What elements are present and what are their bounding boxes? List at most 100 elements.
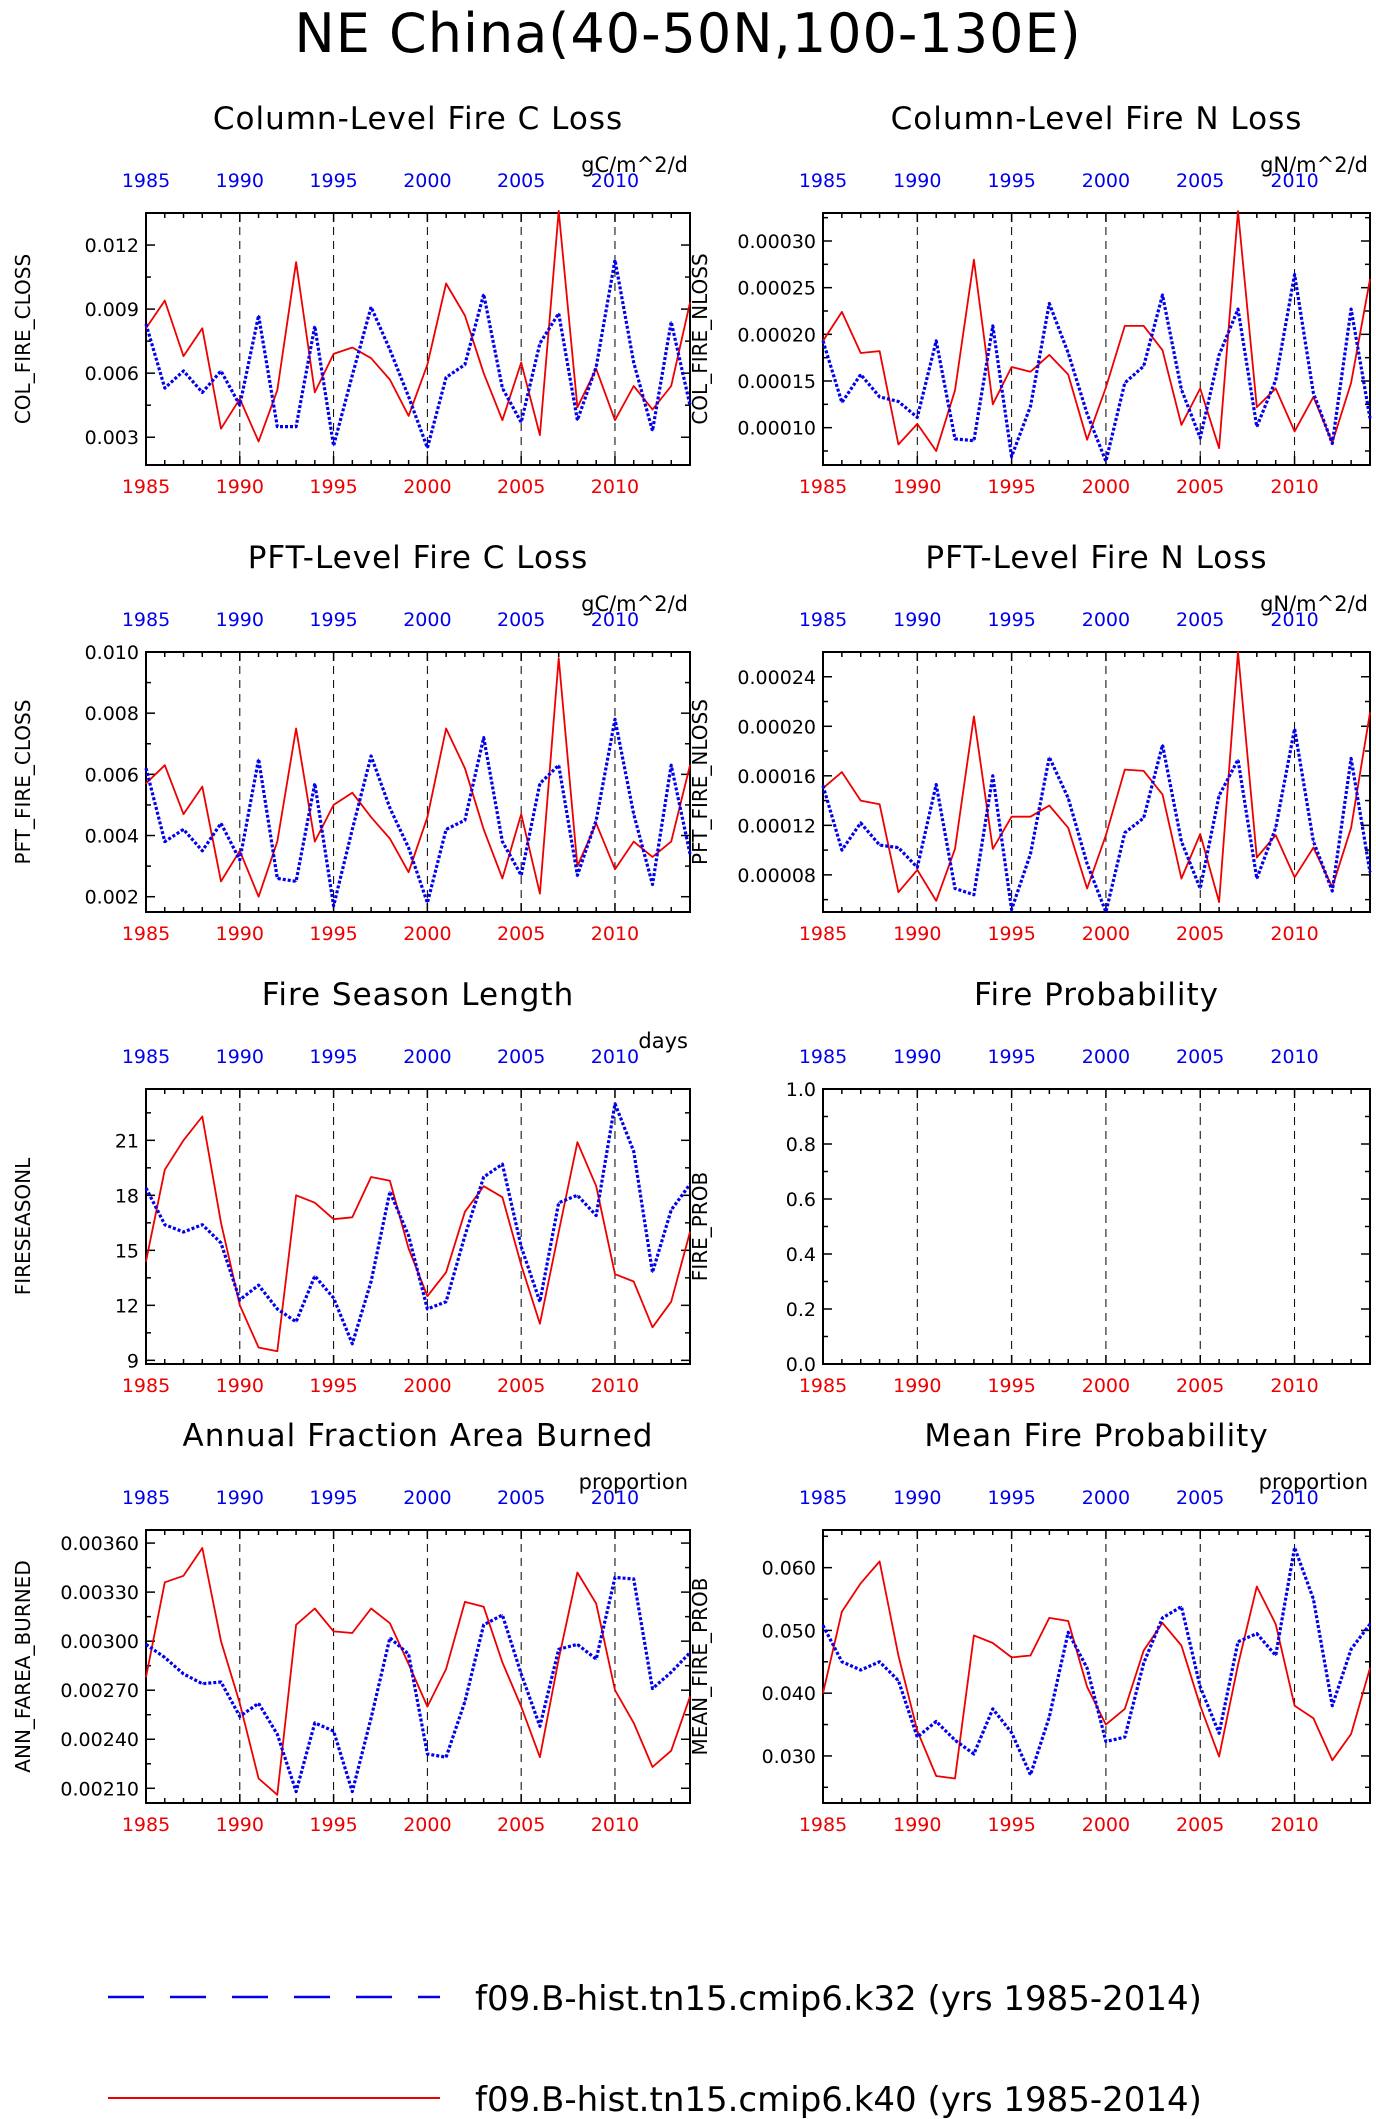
data-point-k32 — [389, 807, 391, 809]
data-point-k32 — [182, 370, 185, 372]
data-point-k32 — [1029, 405, 1032, 407]
data-point-k32 — [633, 1150, 635, 1152]
data-point-k32 — [501, 1163, 503, 1165]
x-tick-label-top: 1985 — [799, 609, 847, 631]
data-point-k40 — [220, 428, 222, 430]
data-point-k40 — [164, 1169, 166, 1171]
plot-frame — [145, 651, 691, 913]
data-point-k40 — [1011, 1656, 1013, 1658]
data-point-k40 — [220, 1222, 222, 1224]
data-point-k32 — [1275, 379, 1277, 381]
data-point-k32 — [539, 1725, 541, 1727]
data-point-k40 — [1086, 1686, 1088, 1688]
data-point-k32 — [1180, 1606, 1182, 1608]
plot-frame — [822, 212, 1371, 466]
data-point-k40 — [258, 440, 260, 443]
x-tick-label-bottom: 2010 — [591, 1375, 639, 1397]
data-point-k32 — [201, 1683, 203, 1685]
data-point-k32 — [1067, 797, 1069, 799]
y-axis-label: FIRE_PROB — [688, 1172, 712, 1281]
y-tick-label: 0.00015 — [737, 371, 816, 393]
data-point-k32 — [182, 1231, 185, 1233]
data-point-k40 — [689, 1231, 691, 1233]
data-point-k40 — [258, 896, 260, 898]
data-point-k40 — [520, 813, 522, 815]
data-point-k32 — [333, 445, 335, 447]
data-point-k32 — [445, 1756, 447, 1758]
units-label: gN/m^2/d — [1260, 592, 1368, 616]
x-tick-label-bottom: 1985 — [122, 1375, 170, 1397]
chart-panel-5: Fire Probability 1985 1985 1990 1990 1995 1995… — [688, 977, 1371, 1397]
series-line-k32 — [821, 1545, 1372, 1777]
y-axis-label: FIRESEASONL — [11, 1157, 35, 1295]
data-point-k40 — [501, 877, 503, 880]
data-point-k32 — [1331, 1705, 1333, 1707]
data-point-k32 — [314, 1275, 316, 1277]
data-point-k32 — [239, 1299, 241, 1301]
data-point-k40 — [879, 803, 881, 805]
data-point-k40 — [1350, 382, 1352, 384]
y-tick-label: 0.00020 — [737, 716, 816, 738]
data-point-k40 — [558, 1231, 560, 1233]
data-point-k32 — [1067, 1631, 1069, 1633]
data-point-k32 — [1143, 817, 1145, 819]
x-tick-label-bottom: 1995 — [309, 476, 357, 498]
data-point-k32 — [1199, 887, 1201, 890]
x-tick-label-top: 2000 — [403, 170, 451, 192]
y-tick-label: 0.006 — [85, 764, 139, 786]
x-tick-label-top: 2005 — [1176, 170, 1224, 192]
y-tick-label: 0.002 — [85, 887, 139, 909]
data-point-k32 — [860, 1669, 862, 1671]
data-point-k40 — [164, 764, 166, 766]
data-point-k40 — [314, 841, 316, 843]
x-tick-label-bottom: 1995 — [987, 923, 1035, 945]
data-point-k32 — [1237, 308, 1239, 310]
data-point-k40 — [295, 1194, 297, 1196]
data-point-k32 — [595, 366, 597, 368]
data-point-k40 — [276, 1350, 278, 1352]
data-point-k32 — [258, 1702, 260, 1704]
data-point-k32 — [1331, 442, 1333, 445]
data-point-k32 — [520, 1246, 522, 1248]
data-point-k40 — [614, 1273, 616, 1275]
data-point-k32 — [164, 387, 166, 389]
series-line-k32 — [821, 273, 1372, 463]
data-point-k40 — [558, 210, 560, 212]
data-point-k40 — [897, 891, 900, 893]
data-point-k32 — [426, 1308, 428, 1310]
data-point-k32 — [916, 866, 918, 869]
data-point-k40 — [220, 1640, 222, 1642]
x-tick-label-bottom: 2000 — [1082, 1375, 1130, 1397]
data-point-k40 — [841, 1611, 843, 1613]
data-point-k40 — [935, 900, 937, 902]
x-tick-label-bottom: 2000 — [1082, 1814, 1130, 1836]
data-point-k32 — [314, 1722, 316, 1724]
x-tick-label-top: 1985 — [122, 1487, 170, 1509]
y-tick-label: 12 — [115, 1295, 139, 1317]
data-point-k32 — [1350, 308, 1352, 310]
data-point-k40 — [1199, 1705, 1201, 1707]
x-tick-label-bottom: 1990 — [216, 1375, 264, 1397]
data-point-k40 — [1256, 856, 1258, 859]
data-point-k40 — [1048, 354, 1050, 356]
data-point-k32 — [483, 1624, 485, 1626]
x-tick-label-bottom: 1995 — [987, 1814, 1035, 1836]
data-point-k40 — [1256, 1585, 1258, 1588]
data-point-k40 — [1067, 1620, 1069, 1622]
data-point-k40 — [520, 1264, 522, 1266]
data-point-k40 — [483, 1606, 485, 1608]
data-point-k32 — [408, 396, 410, 398]
x-tick-label-top: 1995 — [309, 609, 357, 631]
data-point-k40 — [539, 1756, 541, 1758]
data-point-k40 — [1294, 876, 1296, 878]
data-point-k40 — [182, 1139, 185, 1141]
data-point-k40 — [1029, 816, 1032, 818]
data-point-k40 — [1180, 424, 1182, 426]
x-tick-label-top: 2000 — [1082, 170, 1130, 192]
data-point-k40 — [1199, 387, 1201, 390]
data-point-k32 — [651, 883, 654, 886]
units-label: days — [638, 1029, 688, 1053]
data-point-k32 — [1143, 1662, 1145, 1664]
data-point-k40 — [201, 786, 203, 788]
